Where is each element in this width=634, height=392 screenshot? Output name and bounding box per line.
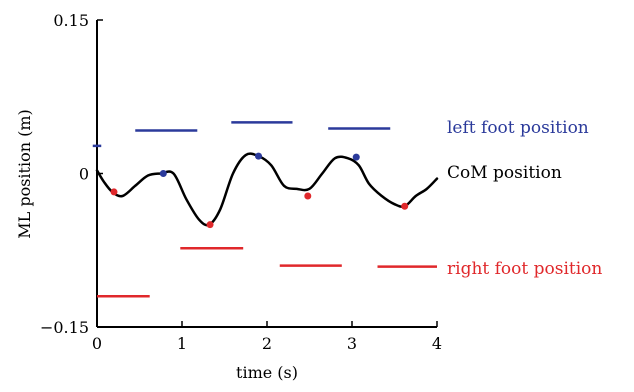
y-tick-label: 0: [79, 165, 89, 184]
com-line-layer: [95, 152, 439, 227]
y-tick-label: −0.15: [40, 318, 89, 337]
red-event-marker: [304, 192, 312, 200]
blue-event-marker: [159, 170, 167, 177]
y-axis-label: ML position (m): [15, 109, 34, 239]
x-axis-label: time (s): [236, 363, 298, 382]
x-tick-label: 4: [432, 334, 442, 353]
right-foot-annotation: right foot position: [447, 259, 602, 279]
red-event-marker: [401, 202, 409, 210]
blue-event-marker: [255, 152, 262, 160]
labels-layer: time (s) ML position (m) left foot posit…: [15, 109, 602, 382]
left-foot-annotation: left foot position: [447, 118, 589, 138]
blue-event-marker: [352, 153, 360, 161]
red-event-marker: [206, 221, 214, 229]
foot-segments-layer: [92, 121, 437, 298]
x-tick-label: 2: [262, 334, 272, 353]
x-tick-label: 0: [92, 334, 102, 353]
red-event-marker: [110, 188, 118, 196]
com-annotation: CoM position: [447, 163, 562, 183]
com-position-line: [95, 152, 439, 227]
markers-layer: [110, 152, 409, 229]
x-tick-label: 3: [347, 334, 357, 353]
x-tick-label: 1: [177, 334, 187, 353]
y-tick-label: 0.15: [53, 11, 89, 30]
